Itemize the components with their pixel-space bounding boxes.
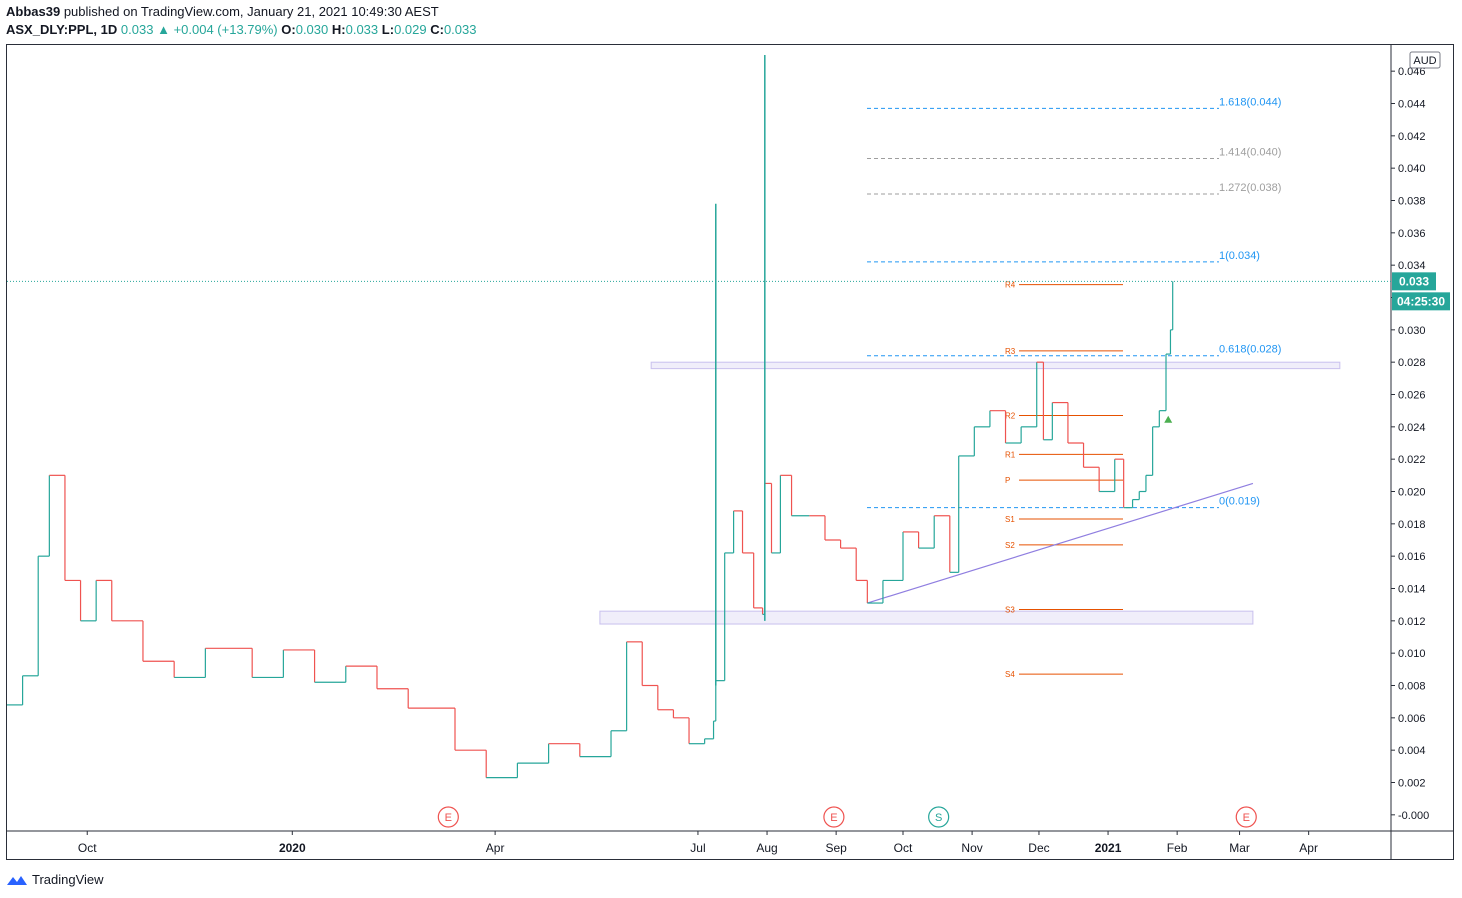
y-tick-label: 0.004	[1398, 745, 1426, 757]
currency-badge	[1409, 51, 1441, 69]
y-tick-label: 0.042	[1398, 131, 1426, 143]
x-tick-label: Apr	[486, 841, 505, 855]
y-tick-label: 0.030	[1398, 325, 1426, 337]
y-tick-label: 0.014	[1398, 584, 1426, 596]
last-price-badge-label: 0.033	[1399, 274, 1429, 288]
tradingview-logo-icon	[7, 875, 27, 885]
y-tick-label: 0.028	[1398, 357, 1426, 369]
event-marker-label: E	[445, 812, 452, 824]
countdown-badge-label: 04:25:30	[1397, 294, 1445, 308]
y-tick-label: 0.002	[1398, 778, 1426, 790]
countdown-badge	[1392, 292, 1450, 311]
y-tick-label: 0.016	[1398, 551, 1426, 563]
publish-line: Abbas39 published on TradingView.com, Ja…	[6, 4, 439, 19]
up-arrow-icon: ▲	[157, 22, 170, 37]
y-tick-label: -0.000	[1398, 810, 1429, 822]
open-label: O:	[281, 22, 296, 37]
fib-level-label: 1.618(0.044)	[1219, 96, 1281, 108]
fib-level-label: 1(0.034)	[1219, 250, 1260, 262]
x-tick-label: Nov	[961, 841, 982, 855]
y-tick-label: 0.008	[1398, 681, 1426, 693]
support-zone	[599, 610, 1254, 625]
high-label: H:	[331, 22, 346, 37]
pivot-label: R4	[1005, 281, 1016, 290]
pivot-label: S2	[1005, 541, 1015, 550]
brand-name[interactable]: TradingView	[32, 872, 104, 887]
fib-level-label: 1.414(0.040)	[1219, 146, 1281, 158]
event-marker-icon	[823, 806, 845, 828]
x-tick-label: Apr	[1299, 841, 1318, 855]
pivot-label: S1	[1005, 515, 1015, 524]
event-marker-icon	[1235, 806, 1257, 828]
x-tick-label: Jul	[690, 841, 705, 855]
y-tick-label: 0.006	[1398, 713, 1426, 725]
fib-level-label: 1.272(0.038)	[1219, 182, 1281, 194]
y-tick-label: 0.020	[1398, 487, 1426, 499]
event-marker-icon	[437, 806, 459, 828]
pivot-label: P	[1005, 476, 1010, 485]
y-tick-label: 0.038	[1398, 196, 1426, 208]
y-tick-label: 0.036	[1398, 228, 1426, 240]
author-name[interactable]: Abbas39	[6, 4, 61, 19]
y-tick-label: 0.010	[1398, 648, 1426, 660]
y-tick-label: 0.018	[1398, 519, 1426, 531]
event-marker-label: S	[935, 812, 942, 824]
pivot-label: R1	[1005, 450, 1016, 459]
y-tick-label: 0.026	[1398, 390, 1426, 402]
event-marker-icon	[928, 806, 950, 828]
chart-frame[interactable]: 0.0460.0440.0420.0400.0380.0360.0340.032…	[6, 44, 1454, 860]
pivot-label: S4	[1005, 670, 1015, 679]
event-marker-label: E	[1243, 812, 1250, 824]
x-tick-label: Aug	[756, 841, 777, 855]
support-zone	[650, 361, 1341, 370]
currency-label: AUD	[1413, 55, 1436, 67]
close-label: C:	[430, 22, 444, 37]
price-chart[interactable]: 0.0460.0440.0420.0400.0380.0360.0340.032…	[7, 45, 1453, 859]
x-tick-label: Oct	[894, 841, 913, 855]
y-tick-label: 0.044	[1398, 99, 1426, 111]
x-tick-label: Sep	[825, 841, 847, 855]
x-tick-label: Oct	[78, 841, 97, 855]
x-tick-label: 2020	[279, 841, 306, 855]
x-tick-label: Dec	[1028, 841, 1049, 855]
signal-triangle-icon	[1164, 415, 1173, 423]
fib-level-label: 0.618(0.028)	[1219, 344, 1281, 356]
close-value: 0.033	[443, 22, 477, 37]
high-value: 0.033	[345, 22, 379, 37]
pivot-label: R3	[1005, 347, 1016, 356]
y-tick-label: 0.022	[1398, 454, 1426, 466]
y-tick-label: 0.012	[1398, 616, 1426, 628]
trendline	[867, 482, 1254, 604]
y-tick-label: 0.034	[1398, 260, 1426, 272]
open-value: 0.030	[295, 22, 329, 37]
last-price-badge	[1392, 272, 1436, 291]
y-tick-label: 0.024	[1398, 422, 1426, 434]
y-tick-label: 0.046	[1398, 66, 1426, 78]
fib-level-label: 0(0.019)	[1219, 496, 1260, 508]
pivot-label: S3	[1005, 606, 1015, 615]
price-change: +0.004 (+13.79%)	[173, 22, 278, 37]
low-value: 0.029	[394, 22, 427, 37]
symbol-legend: ASX_DLY:PPL, 1D 0.033 ▲ +0.004 (+13.79%)…	[6, 22, 477, 37]
event-marker-label: E	[830, 812, 837, 824]
x-tick-label: Mar	[1229, 841, 1250, 855]
last-price: 0.033	[120, 22, 154, 37]
pivot-label: R2	[1005, 412, 1016, 421]
footer: TradingView	[6, 872, 104, 887]
x-tick-label: Feb	[1167, 841, 1188, 855]
x-tick-label: 2021	[1095, 841, 1122, 855]
publish-info: published on TradingView.com, January 21…	[63, 4, 439, 19]
y-tick-label: 0.040	[1398, 163, 1426, 175]
symbol-name[interactable]: ASX_DLY:PPL, 1D	[6, 22, 118, 37]
low-label: L:	[381, 22, 395, 37]
